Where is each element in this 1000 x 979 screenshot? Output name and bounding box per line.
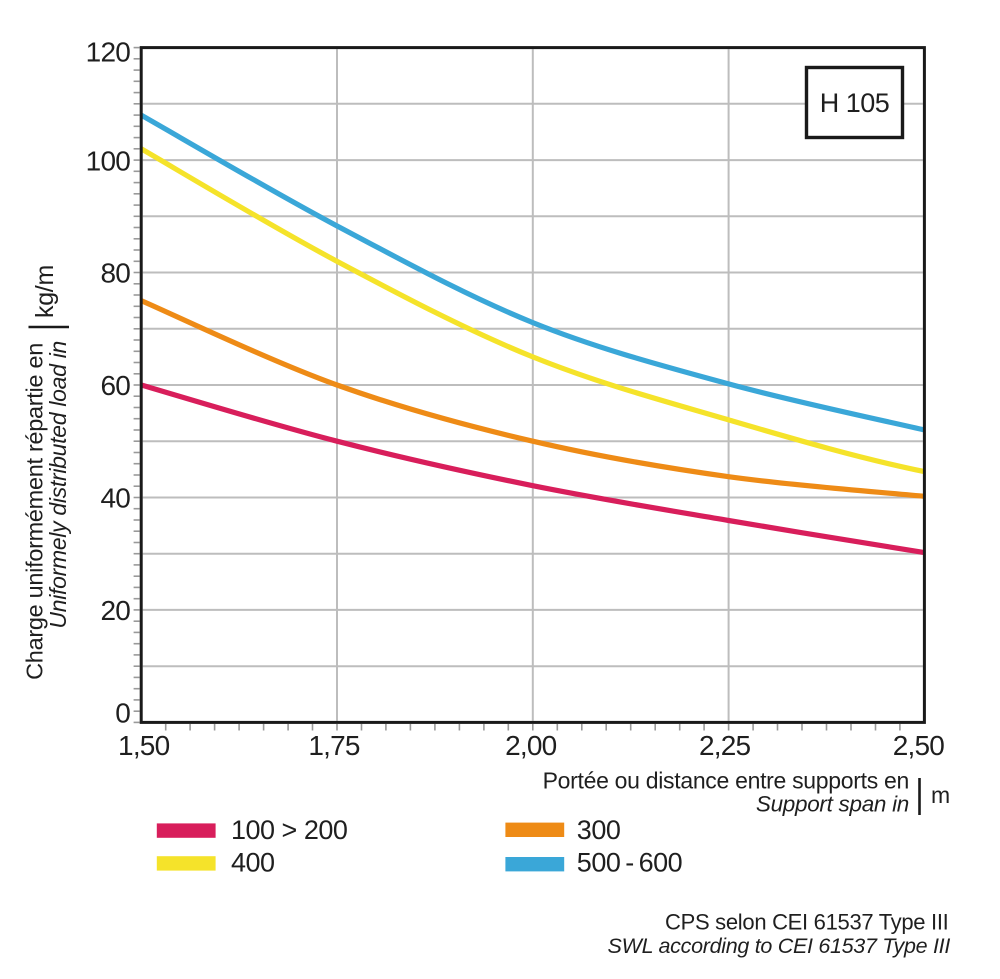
svg-text:100 > 200: 100 > 200 bbox=[231, 815, 347, 845]
svg-text:1,50: 1,50 bbox=[118, 730, 170, 761]
svg-text:Portée ou distance entre suppo: Portée ou distance entre supports en bbox=[543, 768, 909, 794]
svg-text:400: 400 bbox=[231, 848, 275, 878]
svg-text:20: 20 bbox=[100, 595, 130, 626]
svg-text:80: 80 bbox=[100, 258, 130, 289]
svg-text:1,75: 1,75 bbox=[308, 730, 360, 761]
svg-text:60: 60 bbox=[100, 370, 130, 401]
svg-text:0: 0 bbox=[115, 697, 130, 728]
svg-text:Uniformely distributed load in: Uniformely distributed load in bbox=[45, 341, 71, 629]
svg-text:300: 300 bbox=[577, 815, 621, 845]
svg-text:2,50: 2,50 bbox=[893, 730, 945, 761]
svg-text:Charge uniformément répartie e: Charge uniformément répartie en bbox=[22, 343, 48, 680]
svg-text:40: 40 bbox=[100, 483, 130, 514]
svg-text:kg/m: kg/m bbox=[31, 265, 59, 318]
svg-text:m: m bbox=[931, 782, 950, 808]
svg-text:SWL according to CEI 61537 Typ: SWL according to CEI 61537 Type III bbox=[608, 934, 951, 958]
svg-text:100: 100 bbox=[86, 145, 131, 176]
svg-text:120: 120 bbox=[86, 37, 131, 68]
svg-text:500 - 600: 500 - 600 bbox=[577, 848, 682, 878]
svg-text:H 105: H 105 bbox=[820, 88, 890, 118]
svg-text:2,25: 2,25 bbox=[699, 730, 751, 761]
svg-text:Support span in: Support span in bbox=[756, 792, 909, 817]
svg-text:2,00: 2,00 bbox=[505, 730, 557, 761]
svg-text:CPS selon CEI 61537 Type III: CPS selon CEI 61537 Type III bbox=[665, 910, 948, 935]
